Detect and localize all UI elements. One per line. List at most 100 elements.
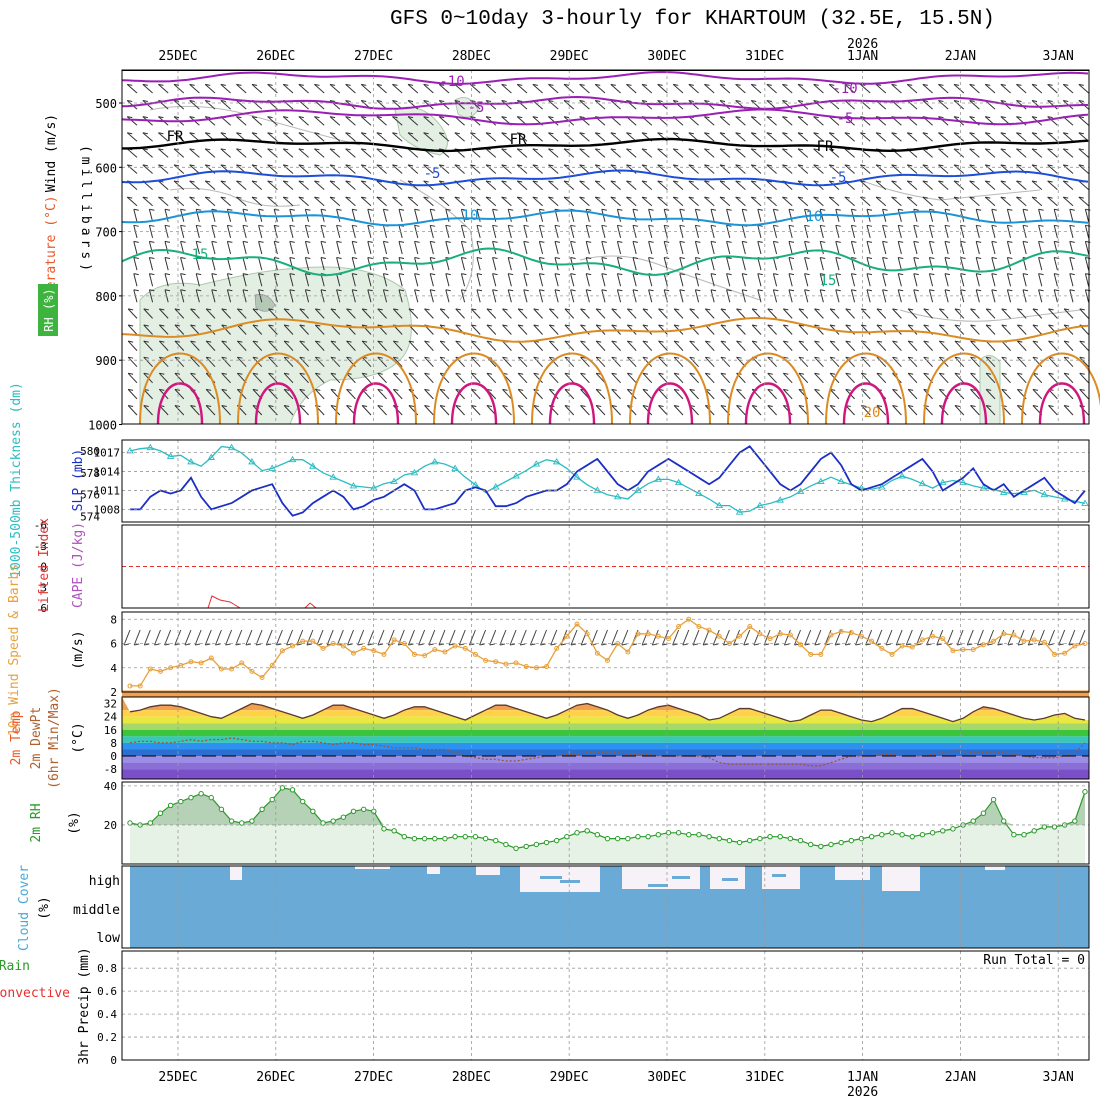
wind-barb (439, 340, 450, 351)
wind-barb-10m-flag (164, 643, 170, 646)
wind-barb (813, 84, 824, 94)
wind-barb-flag (1054, 289, 1060, 292)
wind-barb-flag (190, 404, 196, 407)
wind-barb (710, 273, 715, 287)
wind-barb (829, 405, 840, 416)
wind-barb-10m (143, 629, 151, 646)
wind-barb (673, 340, 684, 351)
wind-barb-flag (362, 372, 368, 375)
pressure-axis-label: (millibars) (78, 145, 93, 275)
wind-barb-flag (617, 289, 623, 292)
wind-barb-flag (688, 83, 694, 86)
wind-barb (204, 100, 216, 110)
wind-barb-flag (563, 180, 570, 183)
wind-barb-10m (296, 629, 304, 646)
lifted-index-tick-label: -3 (34, 540, 47, 553)
wind-barb (258, 241, 263, 255)
wind-barb (407, 116, 419, 126)
wind-barb (174, 372, 185, 384)
wind-barb-flag (913, 240, 919, 243)
wind-barb-flag (679, 208, 685, 211)
wind-barb-flag (788, 240, 795, 243)
wind-speed-point (381, 651, 387, 657)
wind-barb-flag (268, 308, 274, 311)
wind-barb-flag (783, 356, 789, 359)
wind-barb-flag (471, 308, 477, 311)
wind-speed-point (259, 674, 265, 680)
wind-barb-flag (1047, 100, 1053, 103)
wind-barb (273, 225, 278, 239)
wind-speed-point (544, 664, 550, 670)
wind-barb-10m (336, 629, 344, 646)
wind-barb (423, 164, 434, 174)
wind-barb-flag (1064, 308, 1070, 311)
wind-barb-flag (1085, 208, 1091, 211)
wind-barb-flag (976, 273, 982, 276)
wind-barb (672, 84, 684, 94)
wind-barb-flag (267, 180, 273, 183)
wind-barb (969, 164, 980, 174)
wind-speed-point (249, 668, 255, 674)
wind-barb-10m (783, 629, 791, 646)
wind-barb-flag (814, 388, 820, 391)
wind-barb (970, 389, 980, 400)
rh-point (757, 835, 763, 842)
wind-barb-flag (548, 83, 554, 86)
wind-barb-flag (133, 240, 139, 243)
wind-barb (897, 241, 902, 255)
wind-barb (1032, 340, 1043, 351)
wind-barb-flag (892, 388, 898, 391)
wind-barb-flag (788, 257, 795, 259)
wind-barb-flag (1032, 404, 1039, 407)
wind-barb-flag (1007, 257, 1013, 259)
wind-barb (564, 308, 575, 319)
wind-barb-flag (485, 100, 492, 103)
wind-barb (429, 289, 434, 303)
wind-barb (828, 164, 840, 174)
wind-barb (407, 84, 419, 94)
wind-barb (282, 148, 294, 158)
wind-barb (819, 257, 824, 271)
wind-barb (424, 308, 434, 319)
wind-barb-flag (523, 273, 529, 276)
wind-barb-flag (320, 208, 327, 211)
wind-barb-flag (305, 208, 311, 211)
wind-barb-flag (383, 257, 389, 259)
cape-axis-label: CAPE (J/kg) (71, 522, 86, 608)
wind-speed-point (798, 642, 804, 648)
wind-barb (126, 196, 138, 207)
wind-barb (907, 389, 918, 400)
wind-barb (938, 164, 949, 174)
wind-barb (954, 389, 965, 400)
wind-barb (616, 241, 622, 255)
wind-barb-flag (423, 132, 429, 135)
wind-barb-flag (720, 356, 727, 359)
wind-barb (1001, 356, 1011, 368)
wind-barb-flag (820, 273, 826, 276)
wind-barb (439, 308, 450, 319)
wind-barb (975, 257, 980, 271)
date-label-bottom: 2JAN (945, 1070, 976, 1085)
wind-barb (719, 196, 731, 207)
wind-barb-flag (430, 257, 436, 259)
wind-barb-10m (1007, 629, 1015, 646)
thickness-point (430, 457, 439, 465)
wind-barb-flag (206, 324, 212, 327)
wind-barb (127, 308, 138, 319)
rh-point (218, 806, 225, 813)
wind-barb-flag (533, 324, 539, 327)
wind-barb-flag (907, 83, 913, 86)
wind-barb-flag (142, 164, 148, 167)
wind-barb-flag (471, 404, 477, 407)
wind-barb (220, 84, 231, 94)
wind-barb-flag (658, 340, 664, 343)
wind-barb (985, 405, 996, 416)
wind-barb (726, 273, 731, 287)
wind-barb (501, 164, 512, 174)
wind-barb-flag (180, 257, 186, 259)
wind-barb (611, 372, 621, 384)
wind-barb-flag (814, 356, 820, 359)
wind-barb (314, 132, 325, 142)
wind-barb-flag (579, 180, 585, 183)
wind-barb-flag (688, 148, 694, 151)
